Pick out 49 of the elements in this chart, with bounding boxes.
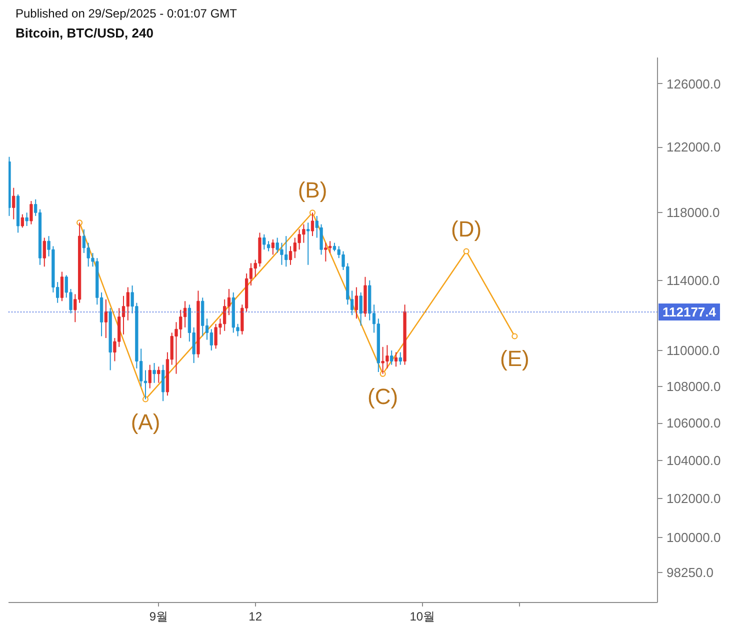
y-tick-label: 114000.0: [666, 272, 720, 288]
candlestick: [157, 366, 160, 384]
candlestick: [288, 246, 292, 266]
annotation: (D): [451, 216, 482, 242]
y-tick-label: 106000.0: [666, 416, 721, 431]
candlestick: [148, 364, 152, 389]
candlestick: [398, 352, 402, 366]
candlestick: [390, 350, 394, 366]
candlestick: [354, 286, 358, 320]
y-tick-label: 104000.0: [666, 453, 721, 468]
y-tick-label: 118000.0: [666, 205, 720, 220]
candlestick: [271, 238, 275, 256]
candlestick: [42, 237, 46, 268]
annotation: (C): [368, 384, 398, 409]
candlestick: [126, 286, 130, 321]
candlestick: [210, 328, 213, 351]
candlestick: [12, 187, 16, 220]
candlestick: [161, 364, 165, 402]
y-tick-label: 108000.0: [666, 379, 721, 394]
candlestick: [183, 300, 187, 328]
point: [512, 333, 518, 340]
text: Published on 29/Sep/2025 - 0:01:07 GMT: [16, 6, 238, 20]
candlestick: [25, 212, 28, 226]
ref-line-label: 112177.4: [662, 304, 717, 320]
x-tick-label: 9월: [149, 610, 168, 624]
annotation: (B): [298, 178, 328, 203]
annotation: (E): [500, 346, 530, 372]
candlestick: [30, 200, 33, 225]
candlestick: [20, 214, 24, 228]
point: [463, 248, 470, 254]
candlestick: [266, 240, 270, 252]
candlestick: [104, 298, 108, 339]
y-tick-label: 126000.0: [666, 76, 721, 92]
chart-title: Bitcoin, BTC/USD, 240: [16, 26, 154, 40]
y-tick-label: 100000.0: [666, 530, 721, 546]
candlestick: [262, 234, 266, 250]
candlestick: [394, 352, 398, 368]
x-tick-label: 12: [248, 610, 262, 624]
annotation: (A): [130, 409, 160, 434]
candlestick: [324, 242, 328, 262]
y-tick-label: 102000.0: [666, 491, 721, 506]
candlestick: [306, 222, 310, 266]
x-tick-label: 10월: [410, 610, 436, 624]
candlestick: [60, 271, 64, 302]
y-tick-label: 110000.0: [666, 342, 720, 358]
y-tick-label: 98250.0: [666, 564, 714, 580]
candlestick: [359, 292, 362, 326]
candlestick: [152, 362, 156, 384]
y-tick-label: 122000.0: [666, 140, 721, 155]
